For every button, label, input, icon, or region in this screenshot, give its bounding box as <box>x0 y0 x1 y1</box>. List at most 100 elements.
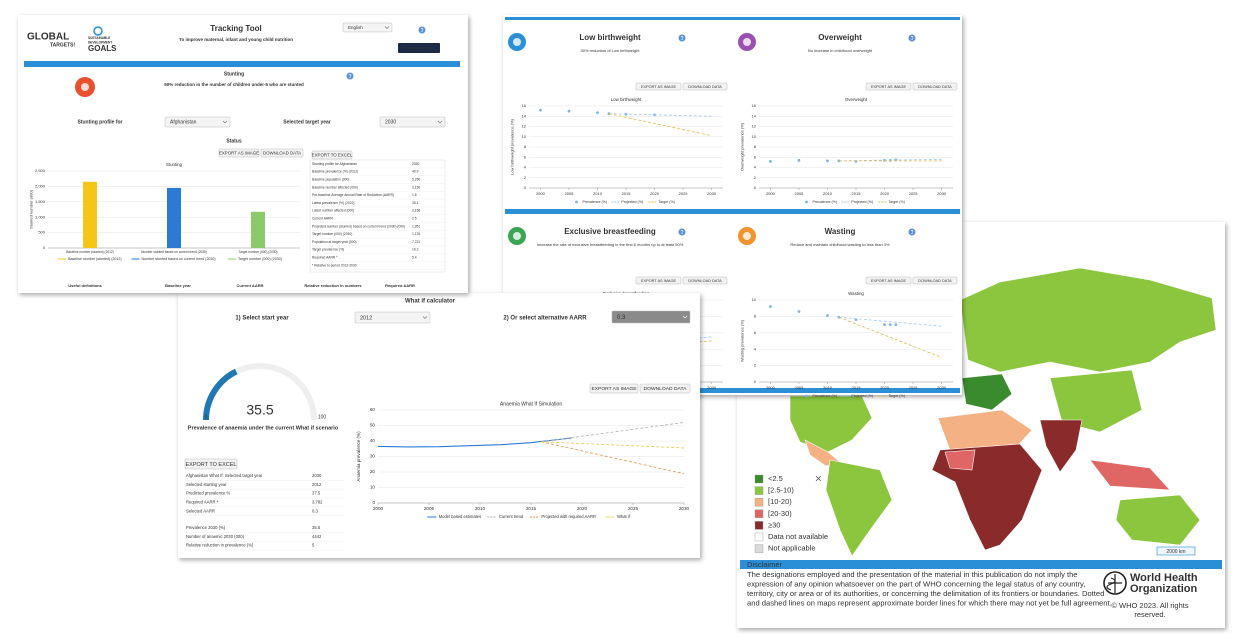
help-icon[interactable] <box>908 34 916 42</box>
legend-close[interactable] <box>815 475 822 482</box>
y-tick-label: 10 <box>370 485 376 490</box>
button[interactable] <box>589 383 639 394</box>
help-icon[interactable] <box>418 26 426 34</box>
dropdown-value: English <box>348 25 363 30</box>
series-line <box>838 316 942 327</box>
y-tick-label: 1,000 <box>35 214 46 219</box>
help-icon[interactable] <box>678 228 686 236</box>
button[interactable] <box>912 82 958 91</box>
button[interactable] <box>635 82 682 91</box>
legend-label: Number stunted based on current trend (2… <box>142 257 216 261</box>
data-point <box>883 323 886 326</box>
chart-title: Stunting <box>166 162 183 167</box>
legend-label: ≥30 <box>768 520 780 529</box>
x-tick-label: 2020 <box>650 191 660 196</box>
table-cell: 5,260 <box>412 177 420 181</box>
help-icon[interactable] <box>908 228 916 236</box>
dropdown[interactable] <box>611 310 691 324</box>
button[interactable] <box>865 276 912 285</box>
data-point <box>596 111 599 115</box>
what-if-card: What if calculator 1) Select start year 20… <box>178 293 700 558</box>
button[interactable] <box>311 150 353 160</box>
dropdown[interactable] <box>164 116 231 128</box>
data-point <box>888 323 892 326</box>
help-icon[interactable] <box>678 34 686 42</box>
map-card: <2.5 [2.5-10) [10-20) [20-30) ≥30 Data not av… <box>737 222 1225 628</box>
y-tick-label: 2 <box>524 175 527 180</box>
y-tick-label: 0 <box>524 185 527 190</box>
data-point <box>769 159 772 163</box>
status-title: Status <box>226 138 242 144</box>
logo-text: DEVELOPMENT <box>88 40 112 44</box>
dropdown-value: 2012 <box>360 315 372 321</box>
button[interactable] <box>184 458 238 470</box>
button[interactable] <box>865 82 912 91</box>
dropdown[interactable] <box>379 116 446 128</box>
data-point <box>826 159 829 163</box>
x-tick-label: 2025 <box>909 385 919 390</box>
button-label: EXPORT AS IMAGE <box>641 279 677 283</box>
help-icon-mark <box>680 35 684 39</box>
table-cell: Baseline number affected (000) <box>312 185 358 189</box>
legend-label: Target (%) <box>658 200 675 204</box>
scale-bar <box>1156 546 1196 556</box>
legend-label: [2.5-10) <box>768 486 794 495</box>
button[interactable] <box>639 383 691 394</box>
copyright: reserved. <box>1134 610 1165 619</box>
country-area <box>959 267 1217 373</box>
y-tick-label: 50 <box>370 423 376 428</box>
table-cell: Projected number (stunted) based on curr… <box>312 224 405 228</box>
button[interactable] <box>635 276 682 285</box>
table-cell: Latest prevalence (%) (2022) <box>312 201 355 205</box>
dropdown-arrow <box>222 120 228 124</box>
table-cell: Number of anaemic 2030 (000) <box>186 534 245 539</box>
dropdown-value: 0.3 <box>617 315 626 321</box>
section-title: What if calculator <box>405 299 456 305</box>
legend-swatch <box>805 394 808 398</box>
y-tick-label: 2 <box>754 363 757 368</box>
table-cell: Selected starting year <box>186 482 227 487</box>
legend-swatch <box>754 509 764 518</box>
table-cell: Stunting profile for Afghanistan <box>312 162 357 166</box>
help-icon-dot <box>349 77 351 79</box>
button[interactable] <box>682 82 728 91</box>
dropdown[interactable] <box>342 22 393 33</box>
section-bar <box>505 388 960 393</box>
data-point <box>769 305 772 308</box>
section-bar <box>505 209 960 214</box>
table-cell: 35.5 <box>312 525 321 530</box>
disclaimer-title: Disclaimer <box>747 560 783 569</box>
x-tick-label: 2030 <box>937 385 947 390</box>
disclaimer-bar <box>740 560 1222 569</box>
country-area <box>825 459 893 557</box>
legend-swatch <box>805 200 808 204</box>
bar <box>251 211 265 248</box>
table-cell: Required AARR * <box>312 255 338 259</box>
button[interactable] <box>218 148 260 158</box>
button[interactable] <box>260 148 304 158</box>
x-tick-label: 2030 <box>679 506 690 511</box>
y-tick-label: 0 <box>43 245 46 250</box>
button[interactable] <box>682 276 728 285</box>
footer-heading: Current AARR <box>237 283 264 288</box>
table-cell: Pre-baseline Average Annual Rate of Redu… <box>312 193 394 197</box>
legend-label: Target number (000) (2030) <box>238 257 282 261</box>
legend-label: Projected with required AARR <box>541 514 596 519</box>
x-tick-label: 2005 <box>794 385 804 390</box>
x-tick-label: Number stunted based on current trend (2… <box>141 250 207 254</box>
legend-label: <2.5 <box>768 474 783 483</box>
dropdown[interactable] <box>354 311 431 324</box>
button[interactable] <box>398 43 440 53</box>
button[interactable] <box>912 276 958 285</box>
table-cell: 2030 <box>412 162 420 166</box>
who-name: World Health <box>1130 572 1198 584</box>
help-icon[interactable] <box>346 72 354 80</box>
x-tick-label: 2015 <box>526 506 537 511</box>
y-tick-label: 0 <box>372 500 375 505</box>
legend-label: Current trend <box>499 514 524 519</box>
dropdown-arrow <box>682 315 688 319</box>
x-tick-label: 2005 <box>564 191 574 196</box>
legend-label: Prevalence (%) <box>812 200 837 204</box>
